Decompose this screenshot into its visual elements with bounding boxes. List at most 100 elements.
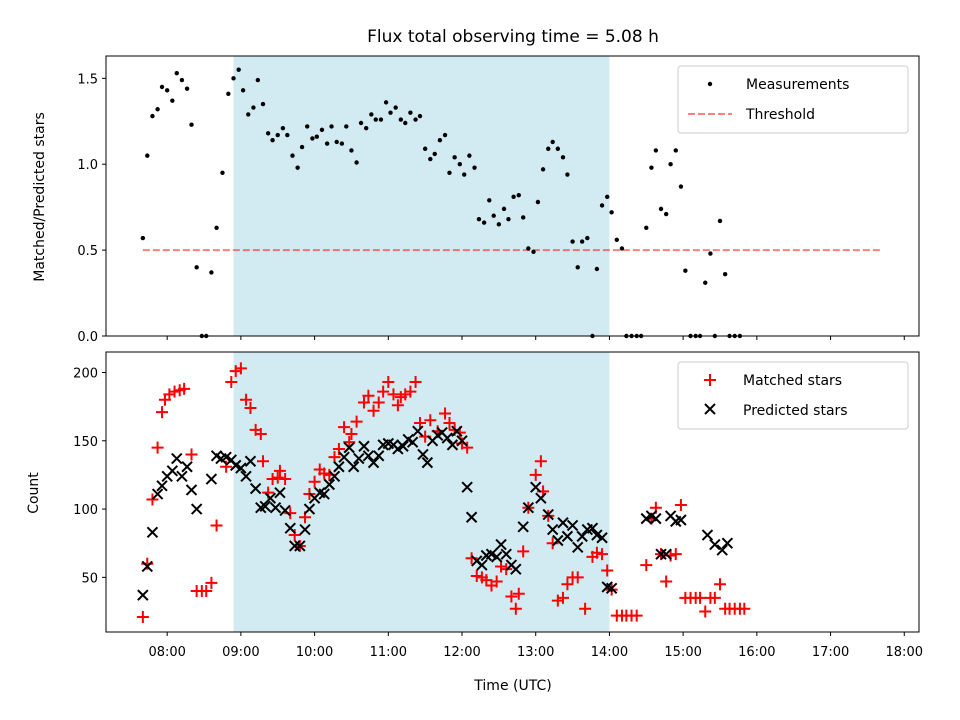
predicted-star-point [451, 425, 463, 437]
measurement-point [570, 239, 575, 244]
matched-star-point [273, 464, 286, 477]
matched-star-point [561, 578, 574, 591]
measurement-point [246, 112, 251, 117]
measurement-point [378, 117, 384, 122]
measurement-point [678, 184, 684, 189]
matched-star-point [372, 396, 385, 409]
measurement-point [413, 117, 418, 122]
predicted-star-point [552, 534, 564, 547]
matched-star-point [640, 559, 653, 572]
measurement-point [184, 86, 190, 91]
measurement-point [452, 155, 457, 160]
predicted-star-point [397, 440, 409, 452]
predicted-star-point [675, 514, 687, 526]
matched-star-point [439, 407, 452, 420]
matched-star-point [271, 471, 284, 484]
predicted-star-point [181, 461, 193, 473]
measurement-point [717, 218, 723, 224]
predicted-star-point [586, 522, 599, 534]
measurement-point [231, 76, 236, 81]
measurement-point [579, 239, 585, 244]
measurement-point [319, 127, 325, 133]
matched-star-point [669, 548, 682, 561]
matched-star-point [168, 385, 181, 398]
matched-star-point [556, 591, 569, 604]
predicted-star-point [151, 488, 164, 500]
measurement-point [310, 136, 315, 141]
predicted-star-point [417, 448, 429, 461]
predicted-star-point [596, 532, 608, 544]
predicted-star-point [561, 530, 574, 543]
matched-star-point [490, 575, 503, 588]
predicted-star-point [362, 450, 375, 462]
measurement-point [491, 213, 496, 218]
measurement-point [703, 280, 708, 285]
matched-star-point [200, 585, 213, 598]
measurement-point [668, 162, 673, 167]
measurement-point [275, 132, 280, 138]
measurement-point [422, 146, 428, 151]
matched-star-point [590, 546, 603, 559]
predicted-star-point [137, 589, 149, 601]
predicted-star-point [294, 540, 306, 552]
predicted-star-point [721, 537, 734, 549]
measurement-point [194, 265, 199, 270]
measurement-point [496, 222, 502, 227]
chart-title: Flux total observing time = 5.08 h [367, 27, 659, 47]
predicted-star-point [353, 452, 365, 465]
measurement-point [506, 216, 511, 222]
measurement-point [334, 139, 339, 145]
measurement-point [526, 246, 531, 251]
measurement-point [164, 88, 170, 93]
matched-star-point [551, 594, 564, 607]
matched-star-point [367, 404, 380, 417]
predicted-star-point [146, 526, 159, 539]
matched-star-point [382, 376, 395, 389]
matched-star-point [596, 548, 609, 561]
matched-star-point [318, 467, 331, 480]
measurement-point [467, 153, 472, 158]
matched-star-point [338, 421, 351, 434]
measurement-point [609, 210, 614, 215]
matched-star-point [465, 552, 478, 565]
predicted-star-point [456, 435, 468, 447]
predicted-star-point [205, 473, 218, 485]
matched-star-point [345, 427, 358, 440]
predicted-star-point [495, 538, 507, 551]
predicted-star-point [709, 538, 721, 551]
measurement-point [472, 165, 477, 170]
x-tick-label: 11:00 [370, 645, 407, 660]
predicted-star-point [274, 486, 286, 499]
predicted-star-point [141, 560, 153, 573]
matched-star-point [413, 417, 426, 430]
measurement-point [417, 113, 423, 119]
measurement-point [179, 77, 185, 83]
predicted-star-point [373, 450, 385, 462]
measurement-point [462, 172, 467, 177]
matched-star-point [244, 402, 257, 414]
matched-star-point [210, 519, 223, 532]
ratio-y-axis-label: Matched/Predicted stars [32, 112, 48, 282]
measurement-point [393, 105, 398, 110]
measurement-point [437, 137, 443, 143]
measurement-point [373, 117, 378, 122]
matched-star-point [630, 609, 643, 622]
matched-star-point [509, 602, 522, 615]
measurement-point [220, 170, 225, 176]
measurement-point [290, 153, 295, 158]
predicted-star-point [171, 452, 183, 465]
predicted-star-point [412, 425, 424, 437]
measurement-point [585, 235, 590, 241]
matched-star-point [708, 591, 721, 604]
count-legend: Matched stars Predicted stars [677, 361, 909, 430]
measurement-point [432, 151, 437, 157]
measurement-point [487, 198, 492, 203]
measurement-point [599, 203, 605, 208]
predicted-star-point [542, 508, 554, 521]
predicted-star-point [421, 456, 434, 469]
measurement-point [605, 194, 610, 200]
measurement-point [722, 271, 728, 277]
measurement-point [649, 165, 654, 170]
measurement-point [520, 215, 526, 220]
measurement-point [299, 144, 305, 150]
